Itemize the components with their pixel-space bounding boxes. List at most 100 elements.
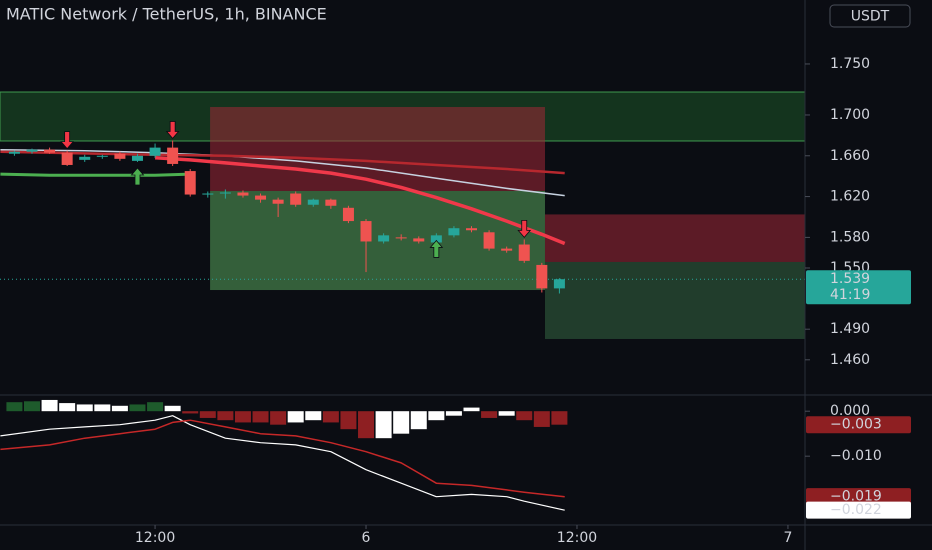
candle-body xyxy=(167,147,179,164)
histogram-bar xyxy=(59,403,76,412)
y-tick-label: 1.580 xyxy=(830,229,870,245)
histogram-bar xyxy=(252,411,269,423)
zone xyxy=(544,214,805,262)
histogram-bar xyxy=(129,404,146,412)
candle-body xyxy=(44,149,56,153)
candle-body xyxy=(114,153,126,159)
histogram-bar xyxy=(340,411,357,430)
last-price-label: 1.539 xyxy=(830,271,870,287)
histogram-bar xyxy=(199,411,216,418)
histogram-bar xyxy=(164,405,181,412)
signal-arrow xyxy=(517,219,532,239)
indicator-line xyxy=(0,148,565,197)
indicator-line xyxy=(0,172,191,177)
histogram-bar xyxy=(498,411,515,416)
candle-body xyxy=(483,232,495,249)
y-tick-label: −0.010 xyxy=(830,448,882,464)
histogram-bar xyxy=(270,411,287,425)
histogram-bar xyxy=(463,407,480,412)
histogram-bar xyxy=(23,401,40,412)
zone xyxy=(210,107,545,191)
histogram-bar xyxy=(76,404,93,412)
histogram-bar xyxy=(393,411,410,434)
price-pane xyxy=(0,121,805,294)
histogram-bar xyxy=(481,411,498,418)
value-badge xyxy=(806,488,911,506)
axes: 1.7501.7001.6601.6201.5801.5501.4901.460… xyxy=(135,56,911,546)
time-axis-panel xyxy=(0,525,805,550)
y-tick-label: 1.660 xyxy=(830,148,870,164)
candle-body xyxy=(290,193,302,205)
y-tick-label: 1.750 xyxy=(830,56,870,72)
histogram-bar xyxy=(217,411,234,421)
histogram-bar xyxy=(358,411,375,439)
histogram-bar xyxy=(147,402,164,412)
candle-body xyxy=(307,199,319,205)
y-tick-label: 1.700 xyxy=(830,107,870,123)
last-price-badge xyxy=(806,270,911,305)
zone xyxy=(544,261,805,339)
histogram-bar xyxy=(287,411,304,423)
candle-body xyxy=(360,221,372,242)
zone xyxy=(210,190,545,291)
x-tick-label: 12:00 xyxy=(135,530,175,546)
histogram-bar xyxy=(516,411,533,421)
histogram-bar xyxy=(41,399,58,412)
chart-title: MATIC Network / TetherUS, 1h, BINANCE xyxy=(6,5,327,24)
histogram-bar xyxy=(182,411,199,414)
candle-body xyxy=(202,193,214,195)
histogram-bar xyxy=(428,411,445,421)
candle-body xyxy=(8,151,20,154)
value-badge xyxy=(806,501,911,519)
histogram-bar xyxy=(551,411,568,425)
candle-body xyxy=(61,152,73,165)
candle-body xyxy=(413,238,425,242)
y-tick-label: 1.620 xyxy=(830,189,870,205)
signal-arrow xyxy=(165,121,180,140)
candle-body xyxy=(96,155,108,157)
indicator-line xyxy=(154,156,566,246)
histogram-bar xyxy=(234,411,251,423)
histogram-bar xyxy=(410,411,427,430)
candle-body xyxy=(466,228,478,231)
signal-arrow xyxy=(429,239,444,258)
histogram-bar xyxy=(94,404,111,412)
candle-body xyxy=(149,147,161,156)
candle-body xyxy=(518,244,530,261)
x-tick-label: 12:00 xyxy=(557,530,597,546)
candle-body xyxy=(26,149,38,152)
value-badge xyxy=(806,416,911,434)
value-badge-label: −0.019 xyxy=(830,489,882,505)
histogram-bar xyxy=(375,411,392,439)
histogram-bar xyxy=(533,411,550,427)
x-tick-label: 6 xyxy=(362,530,371,546)
candle-body xyxy=(378,235,390,242)
y-tick-label: 1.460 xyxy=(830,352,870,368)
currency-label[interactable]: USDT xyxy=(851,9,890,25)
histogram-bar xyxy=(322,411,339,423)
histogram-bar xyxy=(111,405,128,412)
candle-body xyxy=(448,228,460,236)
signal-arrow xyxy=(130,167,145,186)
value-badge-label: −0.022 xyxy=(830,502,882,518)
indicator-line xyxy=(0,415,565,511)
candle-body xyxy=(272,199,284,204)
histogram-bar xyxy=(445,411,462,416)
candle-body xyxy=(219,192,231,194)
y-tick-label: 0.000 xyxy=(830,403,870,419)
histogram-bar xyxy=(6,402,23,412)
candle-body xyxy=(553,279,565,289)
candle-body xyxy=(430,235,442,243)
x-tick-label: 7 xyxy=(783,530,792,546)
y-tick-label: 1.490 xyxy=(830,321,870,337)
candle-body xyxy=(325,199,337,206)
currency-button[interactable] xyxy=(829,4,911,28)
candle-body xyxy=(184,171,196,195)
candle-body xyxy=(131,155,143,161)
indicator-line xyxy=(0,419,565,498)
countdown-label: 41:19 xyxy=(830,287,870,303)
candle-body xyxy=(342,207,354,222)
value-badge-label: −0.003 xyxy=(830,417,882,433)
candle-body xyxy=(79,156,91,160)
